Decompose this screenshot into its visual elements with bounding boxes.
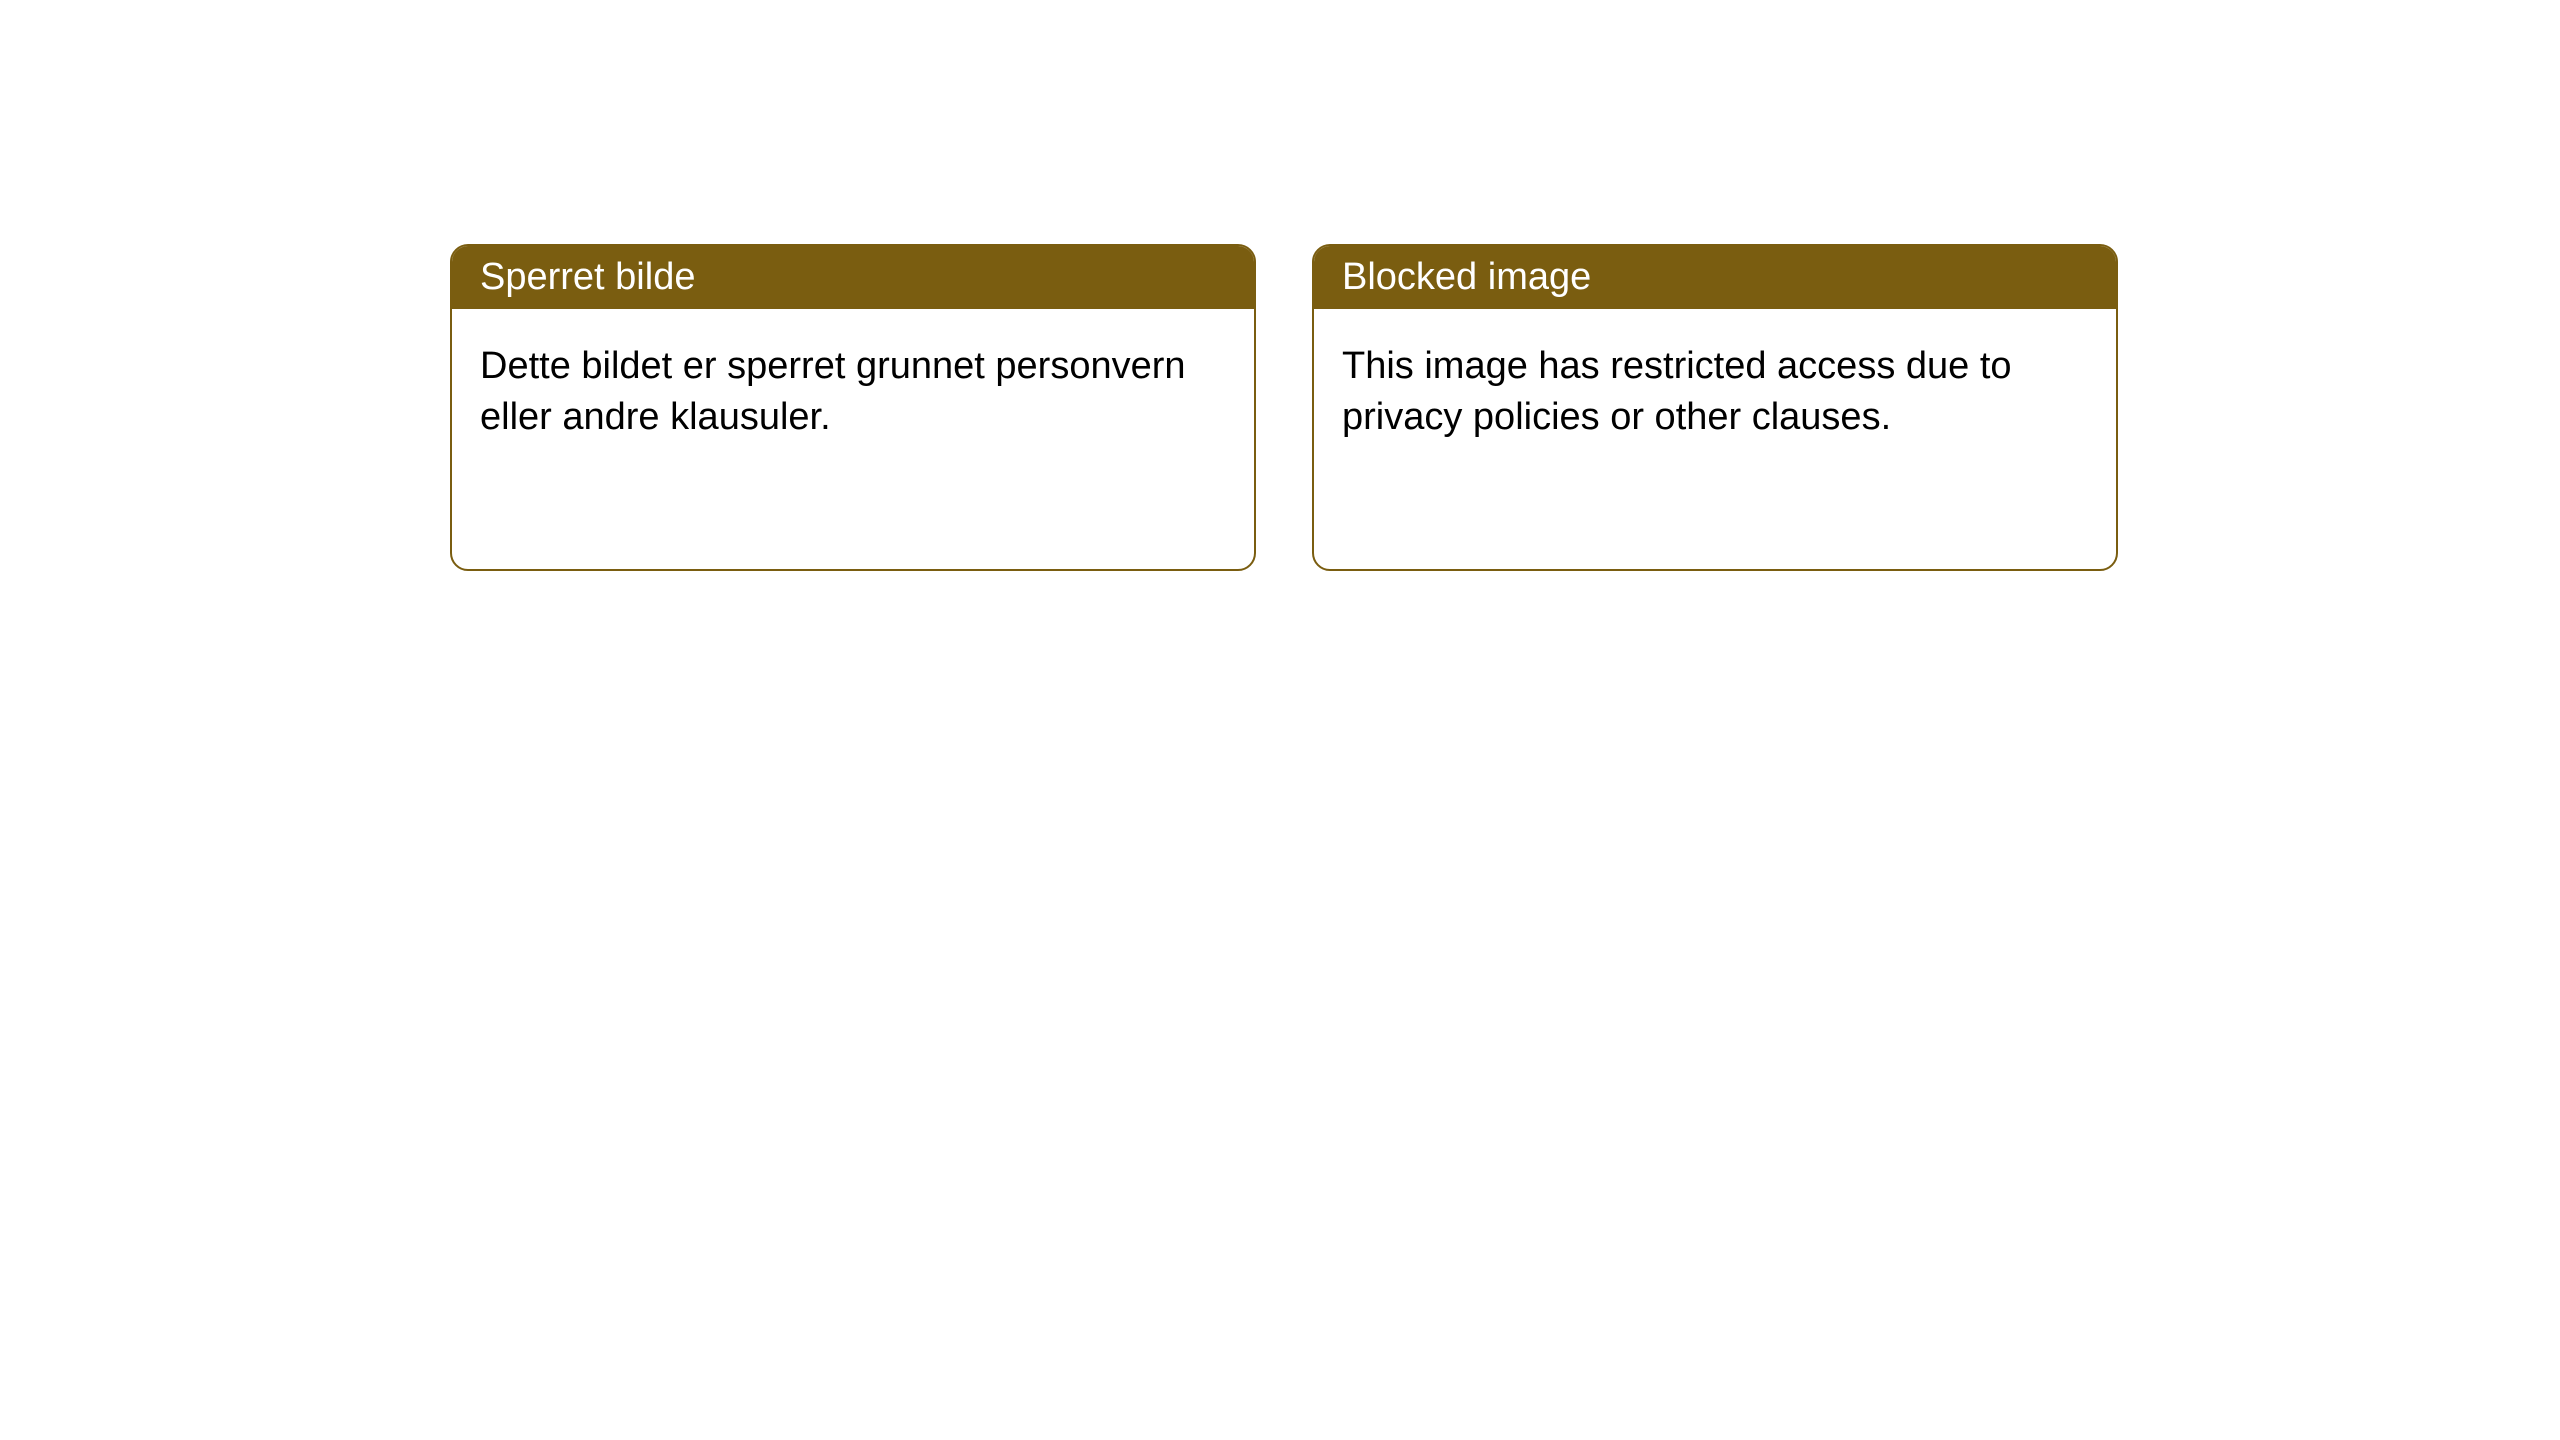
notice-card-no: Sperret bilde Dette bildet er sperret gr… bbox=[450, 244, 1256, 571]
notice-card-body: This image has restricted access due to … bbox=[1314, 309, 2116, 569]
notice-card-en: Blocked image This image has restricted … bbox=[1312, 244, 2118, 571]
notice-card-title: Sperret bilde bbox=[452, 246, 1254, 309]
notice-card-title: Blocked image bbox=[1314, 246, 2116, 309]
notice-card-body: Dette bildet er sperret grunnet personve… bbox=[452, 309, 1254, 569]
notice-container: Sperret bilde Dette bildet er sperret gr… bbox=[0, 0, 2560, 571]
